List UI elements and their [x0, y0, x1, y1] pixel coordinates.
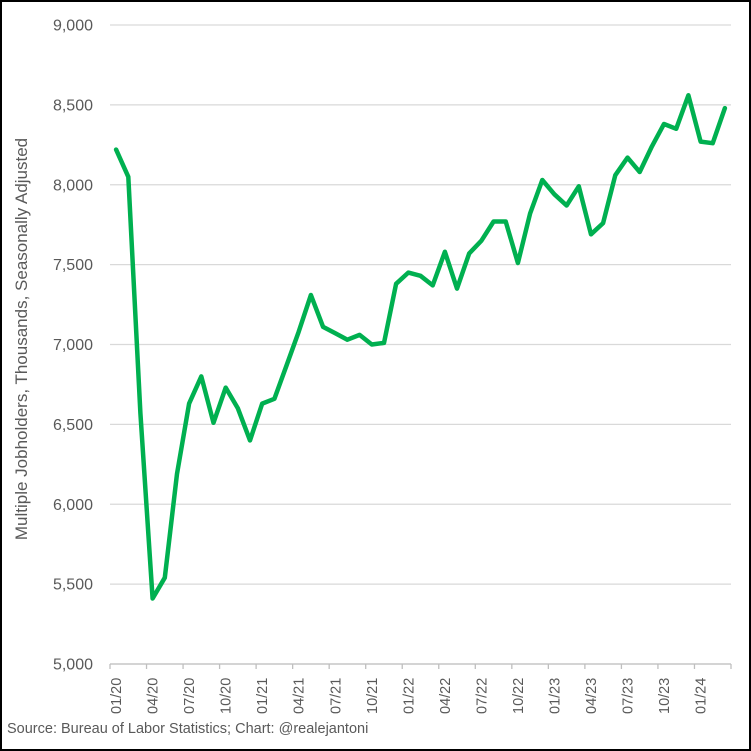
y-tick-label: 9,000 [53, 18, 93, 35]
y-axis-labels: 9,000 8,500 8,000 7,500 7,000 6,500 6,000 5,500… [53, 18, 93, 674]
y-tick-label: 6,500 [53, 417, 93, 434]
data-line-multiple-jobholders [113, 93, 728, 601]
x-tick-label: 10/22 [511, 678, 527, 714]
y-tick-label: 7,500 [53, 257, 93, 274]
x-tick-label: 01/20 [109, 678, 125, 714]
y-tick-label: 6,000 [53, 497, 93, 514]
x-tick-label: 07/22 [474, 678, 490, 714]
x-tick-label: 07/20 [182, 678, 198, 714]
x-tick-label: 07/21 [328, 678, 344, 714]
x-tick-label: 04/20 [146, 678, 162, 714]
x-tick-label: 10/23 [657, 678, 673, 714]
y-tick-label: 8,000 [53, 177, 93, 194]
x-axis-ticks [109, 664, 732, 669]
gridlines [110, 24, 731, 665]
y-tick-label: 7,000 [53, 337, 93, 354]
source-note: Source: Bureau of Labor Statistics; Char… [7, 721, 369, 737]
x-tick-label: 10/21 [365, 678, 381, 714]
x-tick-label: 04/22 [438, 678, 454, 714]
y-tick-label: 5,500 [53, 577, 93, 594]
x-tick-label: 01/23 [547, 678, 563, 714]
x-tick-label: 01/24 [694, 678, 710, 714]
y-tick-label: 5,000 [53, 657, 93, 674]
y-tick-label: 8,500 [53, 97, 93, 114]
x-tick-label: 04/23 [584, 678, 600, 714]
x-tick-label: 10/20 [219, 678, 235, 714]
x-axis-labels: 01/20 04/20 07/20 10/20 01/21 04/21 07/21 10/21… [109, 678, 709, 714]
x-tick-label: 01/22 [401, 678, 417, 714]
x-tick-label: 07/23 [621, 678, 637, 714]
x-tick-label: 01/21 [255, 678, 271, 714]
x-tick-label: 04/21 [292, 678, 308, 714]
y-axis-title: Multiple Jobholders, Thousands, Seasonal… [12, 137, 31, 541]
